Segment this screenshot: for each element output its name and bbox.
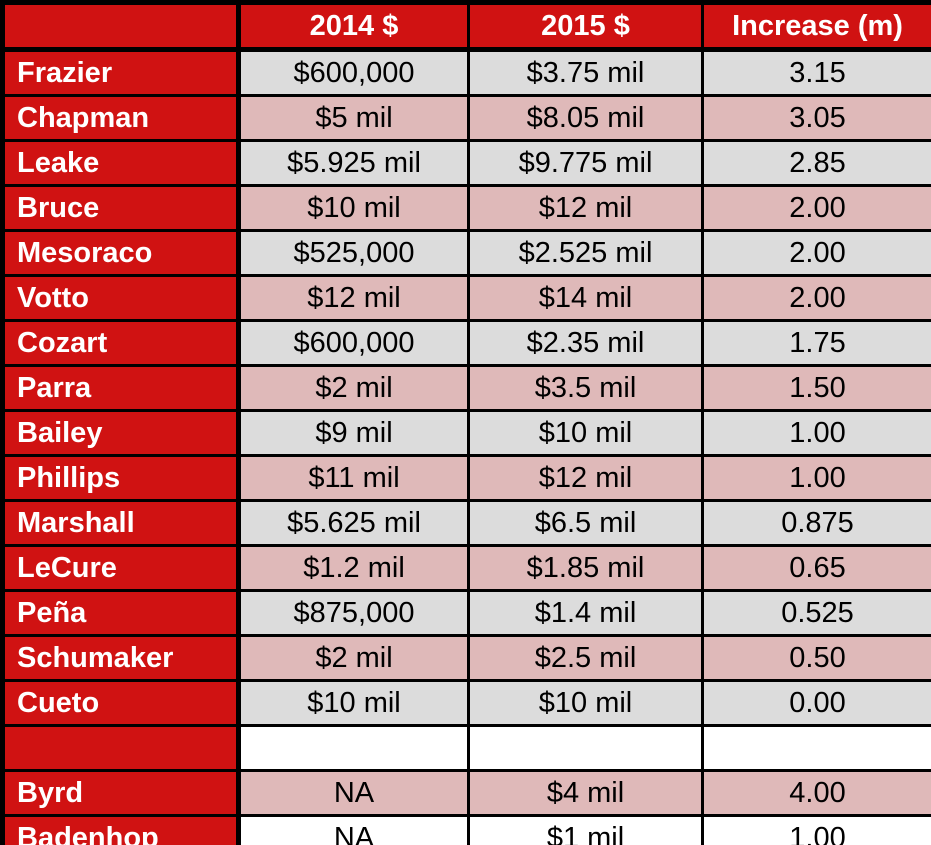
- player-name-cell: Badenhop: [1, 814, 241, 845]
- cell-increase: 3.15: [701, 48, 931, 97]
- table-row: Votto $12 mil $14 mil 2.00: [1, 274, 931, 322]
- player-name-cell: Bruce: [1, 184, 241, 232]
- table-row: Frazier $600,000 $3.75 mil 3.15: [1, 48, 931, 97]
- player-name-cell: [1, 724, 241, 772]
- cell-2015-salary: $6.5 mil: [467, 499, 704, 547]
- player-name-cell: Leake: [1, 139, 241, 187]
- cell-2014-salary: $10 mil: [237, 184, 470, 232]
- cell-2015-salary: $1 mil: [467, 814, 704, 845]
- table-row: Byrd NA $4 mil 4.00: [1, 769, 931, 817]
- cell-2015-salary: $12 mil: [467, 454, 704, 502]
- cell-increase: 0.65: [701, 544, 931, 592]
- cell-2015-salary: $2.5 mil: [467, 634, 704, 682]
- table-row: Peña $875,000 $1.4 mil 0.525: [1, 589, 931, 637]
- cell-2014-salary: NA: [237, 814, 470, 845]
- table-row: LeCure $1.2 mil $1.85 mil 0.65: [1, 544, 931, 592]
- cell-increase: 0.525: [701, 589, 931, 637]
- cell-2015-salary: $3.5 mil: [467, 364, 704, 412]
- player-name-cell: Mesoraco: [1, 229, 241, 277]
- cell-2015-salary: $14 mil: [467, 274, 704, 322]
- header-player-blank: [1, 1, 241, 52]
- cell-increase: 1.00: [701, 409, 931, 457]
- cell-2015-salary: $3.75 mil: [467, 48, 704, 97]
- cell-increase: 0.875: [701, 499, 931, 547]
- cell-2014-salary: $600,000: [237, 319, 470, 367]
- cell-increase: 0.50: [701, 634, 931, 682]
- cell-2015-salary: [467, 724, 704, 772]
- cell-2014-salary: $2 mil: [237, 364, 470, 412]
- cell-2014-salary: $525,000: [237, 229, 470, 277]
- header-2014-dollars: 2014 $: [237, 1, 470, 52]
- table-row: Parra $2 mil $3.5 mil 1.50: [1, 364, 931, 412]
- cell-2014-salary: $9 mil: [237, 409, 470, 457]
- player-name-cell: Peña: [1, 589, 241, 637]
- cell-increase: 3.05: [701, 94, 931, 142]
- cell-increase: 2.00: [701, 184, 931, 232]
- cell-increase: 2.00: [701, 274, 931, 322]
- player-name-cell: Phillips: [1, 454, 241, 502]
- cell-2014-salary: $10 mil: [237, 679, 470, 727]
- cell-2015-salary: $10 mil: [467, 409, 704, 457]
- table-row: Marshall $5.625 mil $6.5 mil 0.875: [1, 499, 931, 547]
- cell-2015-salary: $12 mil: [467, 184, 704, 232]
- cell-2014-salary: NA: [237, 769, 470, 817]
- cell-2015-salary: $4 mil: [467, 769, 704, 817]
- cell-2014-salary: $1.2 mil: [237, 544, 470, 592]
- cell-2014-salary: $875,000: [237, 589, 470, 637]
- cell-2014-salary: $5.625 mil: [237, 499, 470, 547]
- player-name-cell: Schumaker: [1, 634, 241, 682]
- header-increase-m: Increase (m): [701, 1, 931, 52]
- cell-2015-salary: $2.525 mil: [467, 229, 704, 277]
- player-name-cell: Byrd: [1, 769, 241, 817]
- table-body: Frazier $600,000 $3.75 mil 3.15 Chapman $5 mi…: [1, 48, 931, 845]
- header-row: 2014 $ 2015 $ Increase (m): [1, 1, 931, 52]
- player-name-cell: Cueto: [1, 679, 241, 727]
- table-row: Cozart $600,000 $2.35 mil 1.75: [1, 319, 931, 367]
- player-name-cell: Frazier: [1, 48, 241, 97]
- cell-2014-salary: $12 mil: [237, 274, 470, 322]
- cell-increase: 1.50: [701, 364, 931, 412]
- cell-increase: 4.00: [701, 769, 931, 817]
- table-row: Badenhop NA $1 mil 1.00: [1, 814, 931, 845]
- player-name-cell: Cozart: [1, 319, 241, 367]
- player-name-cell: Parra: [1, 364, 241, 412]
- player-name-cell: Votto: [1, 274, 241, 322]
- table-row: Bruce $10 mil $12 mil 2.00: [1, 184, 931, 232]
- cell-increase: 2.00: [701, 229, 931, 277]
- cell-increase: [701, 724, 931, 772]
- cell-2014-salary: $600,000: [237, 48, 470, 97]
- cell-2015-salary: $1.4 mil: [467, 589, 704, 637]
- table-row: Chapman $5 mil $8.05 mil 3.05: [1, 94, 931, 142]
- cell-2014-salary: $5.925 mil: [237, 139, 470, 187]
- cell-2014-salary: $5 mil: [237, 94, 470, 142]
- table-row: Leake $5.925 mil $9.775 mil 2.85: [1, 139, 931, 187]
- player-name-cell: Bailey: [1, 409, 241, 457]
- table-row: Bailey $9 mil $10 mil 1.00: [1, 409, 931, 457]
- header-2015-dollars: 2015 $: [467, 1, 704, 52]
- table-row: Mesoraco $525,000 $2.525 mil 2.00: [1, 229, 931, 277]
- cell-increase: 1.00: [701, 814, 931, 845]
- cell-2015-salary: $1.85 mil: [467, 544, 704, 592]
- player-name-cell: Chapman: [1, 94, 241, 142]
- cell-2014-salary: $2 mil: [237, 634, 470, 682]
- table-row: Cueto $10 mil $10 mil 0.00: [1, 679, 931, 727]
- player-name-cell: Marshall: [1, 499, 241, 547]
- table-row: [1, 724, 931, 772]
- cell-2015-salary: $10 mil: [467, 679, 704, 727]
- cell-2015-salary: $2.35 mil: [467, 319, 704, 367]
- cell-2014-salary: [237, 724, 470, 772]
- cell-increase: 2.85: [701, 139, 931, 187]
- cell-increase: 1.00: [701, 454, 931, 502]
- cell-increase: 0.00: [701, 679, 931, 727]
- player-name-cell: LeCure: [1, 544, 241, 592]
- cell-2014-salary: $11 mil: [237, 454, 470, 502]
- cell-increase: 1.75: [701, 319, 931, 367]
- table-row: Schumaker $2 mil $2.5 mil 0.50: [1, 634, 931, 682]
- cell-2015-salary: $8.05 mil: [467, 94, 704, 142]
- cell-2015-salary: $9.775 mil: [467, 139, 704, 187]
- table-row: Phillips $11 mil $12 mil 1.00: [1, 454, 931, 502]
